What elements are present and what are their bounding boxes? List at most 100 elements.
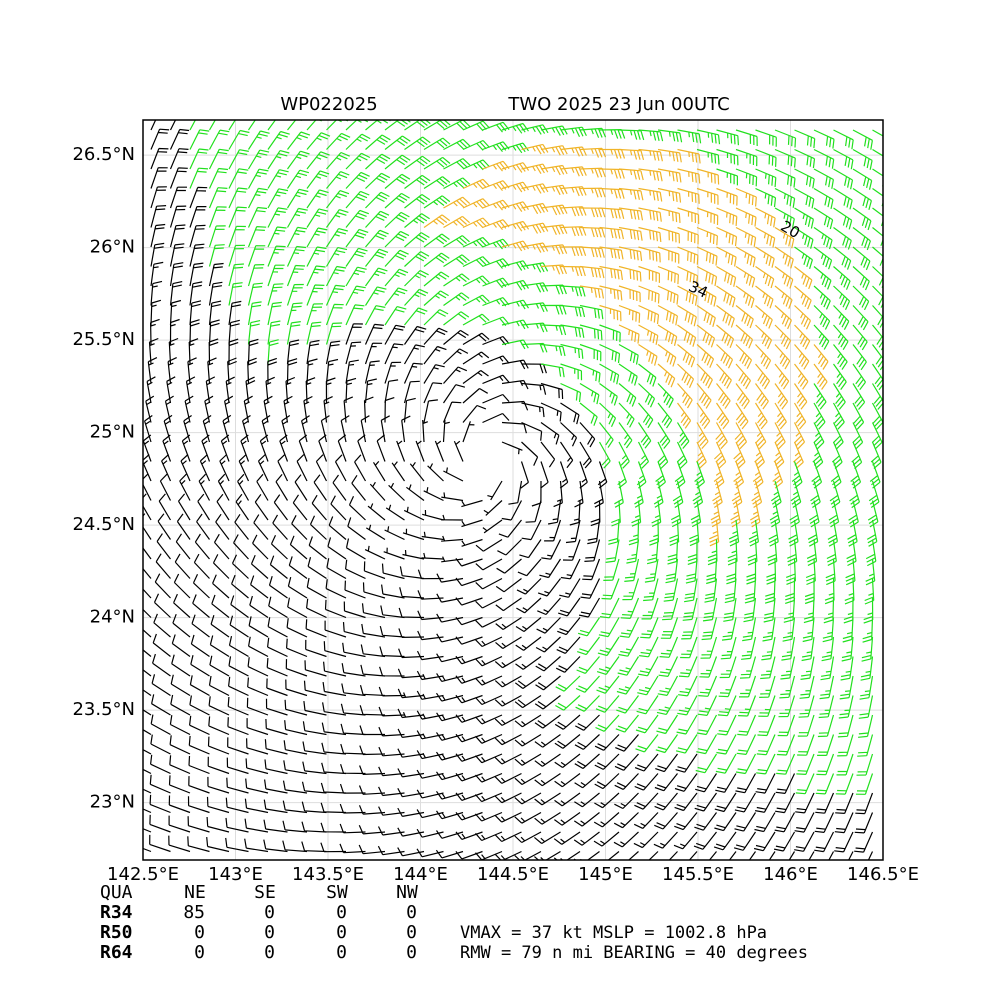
wind-barb <box>482 412 510 424</box>
wind-barb <box>341 683 366 697</box>
wind-barb <box>852 207 872 231</box>
wind-barb <box>759 675 776 698</box>
wind-barb <box>365 172 391 189</box>
wind-barb <box>267 226 287 248</box>
wind-barb <box>202 415 212 443</box>
wind-barb <box>655 734 678 754</box>
wind-barb <box>225 817 249 833</box>
wind-barb <box>872 129 883 137</box>
wind-barb <box>701 617 718 641</box>
wind-barb <box>735 383 750 410</box>
wind-barb <box>267 320 281 345</box>
wind-barb <box>599 168 625 179</box>
wind-barb <box>834 831 854 853</box>
wind-barb <box>794 285 812 310</box>
wind-barb <box>599 246 624 260</box>
wind-barb <box>535 636 561 653</box>
wind-barb <box>800 656 815 680</box>
wind-barb <box>534 714 561 729</box>
wind-barb <box>833 305 850 330</box>
wind-barb <box>617 656 640 676</box>
wind-barb <box>307 557 327 580</box>
wind-barb <box>397 827 425 837</box>
wind-barb <box>579 246 605 258</box>
wind-barb <box>755 207 776 228</box>
wind-barb <box>461 538 483 547</box>
wind-barb <box>696 148 720 165</box>
wind-barb <box>633 812 659 829</box>
wind-barb <box>303 701 327 716</box>
wind-barb <box>700 636 718 659</box>
wind-barb <box>169 186 187 209</box>
wind-barb <box>462 159 490 171</box>
wind-barb <box>462 294 490 307</box>
wind-barb <box>852 129 873 150</box>
wind-barb <box>228 282 243 306</box>
wind-barb <box>813 148 835 169</box>
wind-barb <box>164 395 174 423</box>
wind-barb <box>151 674 171 697</box>
wind-barb <box>864 578 875 605</box>
wind-barb <box>287 576 308 599</box>
wind-barb <box>364 305 386 326</box>
wind-barb <box>325 340 341 365</box>
wind-barb <box>514 753 542 766</box>
wind-barb <box>521 262 549 273</box>
wind-barb <box>495 616 522 631</box>
wind-barb <box>404 213 430 228</box>
wind-barb <box>475 733 503 744</box>
wind-barb <box>676 422 690 449</box>
wind-barb <box>514 694 542 709</box>
wind-barb <box>676 441 688 469</box>
wind-barb <box>737 714 757 736</box>
wind-barb <box>870 441 882 469</box>
wind-barb <box>534 695 561 710</box>
wind-barb <box>754 402 768 430</box>
wind-barb <box>677 402 692 429</box>
wind-barb <box>208 244 225 267</box>
wind-barb <box>423 233 450 248</box>
wind-barb <box>657 168 682 183</box>
wind-barb <box>657 363 676 388</box>
wind-barb <box>514 831 542 844</box>
wind-barb <box>667 539 679 565</box>
wind-barb <box>482 180 510 191</box>
wind-barb <box>423 327 448 345</box>
wind-barb <box>482 277 510 289</box>
wind-barb <box>793 402 807 430</box>
wind-barb <box>340 764 366 775</box>
wind-barb <box>403 362 423 384</box>
wind-barb <box>384 192 410 209</box>
wind-barb <box>560 126 587 137</box>
wind-barb <box>285 659 308 677</box>
wind-barb <box>359 685 386 697</box>
wind-barb <box>455 577 483 587</box>
table-cell: 85 <box>183 902 205 923</box>
wind-barb <box>184 395 194 423</box>
wind-barb <box>475 714 503 725</box>
wind-barb <box>619 617 640 638</box>
wind-barb <box>161 454 172 482</box>
wind-barb <box>364 342 383 365</box>
wind-barb <box>657 402 673 429</box>
wind-barb <box>555 656 581 673</box>
wind-barb <box>872 305 883 331</box>
wind-barb <box>734 812 757 832</box>
wind-barb <box>638 304 660 325</box>
wind-barb <box>861 636 874 662</box>
wind-barb <box>599 187 625 199</box>
wind-barb <box>638 246 661 263</box>
wind-barb <box>169 755 191 775</box>
wind-barb <box>455 753 483 762</box>
wind-barb <box>225 837 249 853</box>
wind-barb <box>143 788 152 794</box>
wind-barb <box>709 519 720 547</box>
wind-barb <box>833 187 853 210</box>
wind-barb <box>286 207 308 228</box>
wind-barb <box>554 753 581 768</box>
wind-barb <box>340 743 366 755</box>
wind-barb <box>150 186 167 209</box>
x-tick-label: 143°E <box>208 864 263 885</box>
wind-barb <box>865 539 877 567</box>
wind-barb <box>828 851 835 860</box>
